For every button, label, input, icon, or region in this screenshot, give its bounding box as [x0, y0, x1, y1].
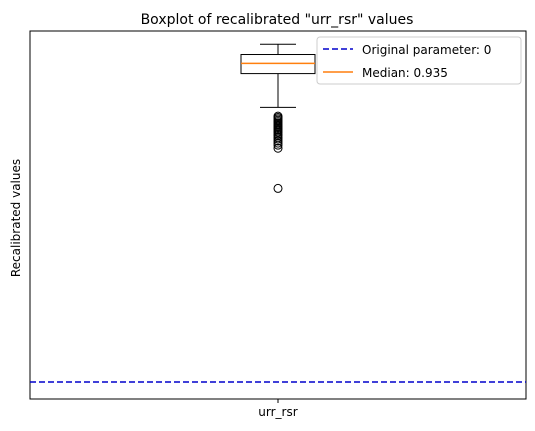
chart-title: Boxplot of recalibrated "urr_rsr" values	[141, 12, 414, 28]
outlier-point-21	[273, 183, 283, 193]
legend: Original parameter: 0 Median: 0.935	[316, 36, 522, 85]
x-tick-label-urr-rsr: urr_rsr	[258, 405, 297, 419]
outlier-point-19	[273, 140, 283, 150]
y-axis-label: Recalibrated values	[9, 159, 23, 277]
outlier-point-20	[273, 143, 283, 153]
legend-label-reference: Original parameter: 0	[362, 43, 491, 57]
legend-label-median: Median: 0.935	[362, 66, 448, 80]
legend-box	[316, 36, 522, 85]
